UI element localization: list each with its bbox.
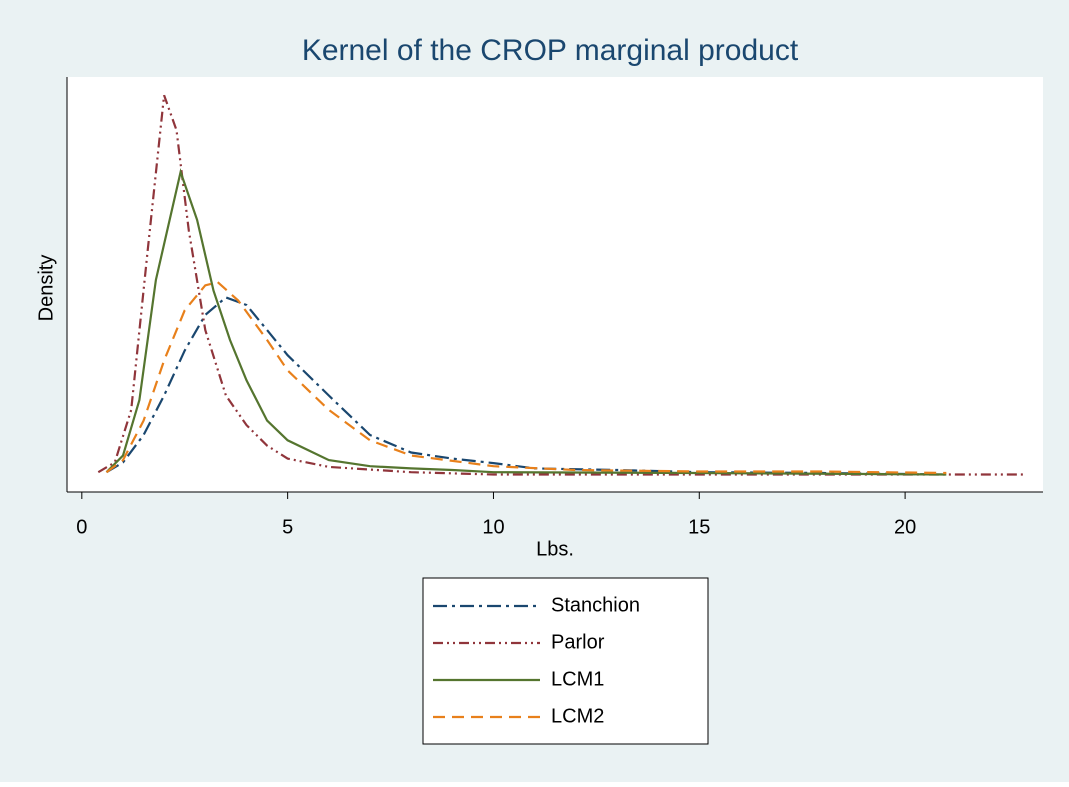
legend-label: Parlor xyxy=(551,631,605,653)
x-tick-label: 10 xyxy=(482,516,504,538)
series-line xyxy=(105,168,947,476)
legend-label: LCM2 xyxy=(551,705,604,727)
x-axis-label: Lbs. xyxy=(536,538,574,560)
chart-title: Kernel of the CROP marginal product xyxy=(302,34,799,67)
x-tick-label: 0 xyxy=(76,516,87,538)
plot-area xyxy=(67,77,1043,492)
x-tick-label: 5 xyxy=(282,516,293,538)
y-axis-label: Density xyxy=(35,255,57,322)
series-line xyxy=(97,94,1025,476)
series-line xyxy=(105,280,947,475)
legend-label: Stanchion xyxy=(551,594,640,616)
legend-label: LCM1 xyxy=(551,668,604,690)
x-tick-label: 15 xyxy=(688,516,710,538)
x-tick-label: 20 xyxy=(894,516,916,538)
